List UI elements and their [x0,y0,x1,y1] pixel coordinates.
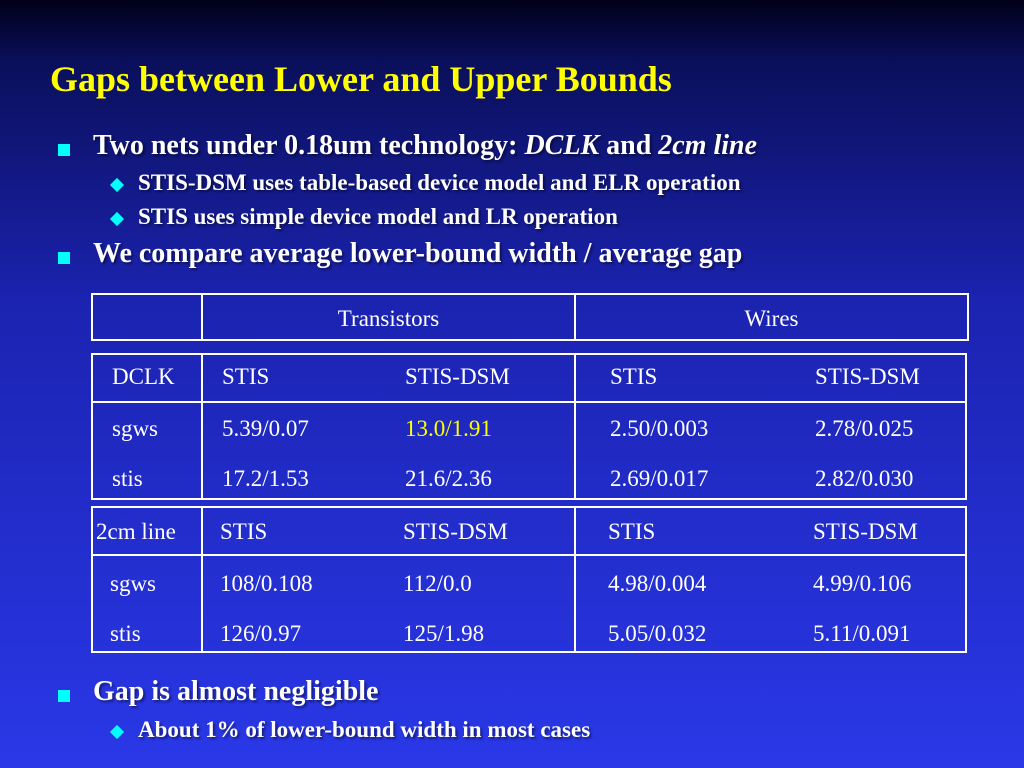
dclk-row-name: stis [112,466,143,491]
dclk-cell: 21.6/2.36 [405,466,492,491]
square-bullet-icon [58,144,70,156]
diamond-bullet-icon [109,211,125,227]
line-col-header: STIS [608,519,656,544]
line-row-name: stis [110,621,141,646]
line-cell: 5.05/0.032 [608,621,707,646]
dclk-cell: 5.39/0.07 [222,416,309,441]
bullet-two-nets-text: Two nets under 0.18um technology: [93,130,525,161]
slide-title: Gaps between Lower and Upper Bounds [50,59,672,99]
dclk-row-name: sgws [112,416,159,441]
dclk-cell: 17.2/1.53 [222,466,309,491]
header-wires: Wires [744,306,799,331]
line-cell: 112/0.0 [403,571,472,596]
line-cell: 5.11/0.091 [813,621,911,646]
dclk-col-header: STIS [222,364,270,389]
dclk-cell: 2.78/0.025 [815,416,914,441]
line-table [91,506,967,653]
sub-bullet-about: About 1% of lower-bound width in most ca… [138,717,591,742]
diamond-bullet-icon [109,177,125,193]
header-divider [201,293,203,341]
line-label: 2cm line [96,519,176,544]
dclk-cell: 2.50/0.003 [610,416,709,441]
line-col-header: STIS [220,519,268,544]
square-bullet-icon [58,690,70,702]
bullet-gap: Gap is almost negligible [93,676,379,707]
dclk-col-header: STIS [610,364,658,389]
line-cell: 4.99/0.106 [813,571,912,596]
bullet-and-text: and [599,130,659,161]
line-row-name: sgws [110,571,157,596]
square-bullet-icon [58,252,70,264]
line-cell: 4.98/0.004 [608,571,707,596]
dclk-divider [201,353,203,500]
bullet-two-nets: Two nets under 0.18um technology: DCLK a… [93,130,757,162]
dclk-emphasis: DCLK [524,130,600,161]
line-divider [201,506,203,653]
line-col-header: STIS-DSM [813,519,918,544]
diamond-bullet-icon [109,724,125,740]
line-cell: 108/0.108 [220,571,313,596]
dclk-table [91,353,967,500]
line-divider [574,506,576,653]
header-divider [574,293,576,341]
line-cell: 125/1.98 [403,621,485,646]
dclk-cell: 2.82/0.030 [815,466,914,491]
dclk-row-divider [91,401,967,403]
dclk-label: DCLK [112,364,175,389]
line-cell: 126/0.97 [220,621,302,646]
header-table [91,293,969,341]
dclk-col-header: STIS-DSM [815,364,920,389]
sub-bullet-stis-dsm: STIS-DSM uses table-based device model a… [138,170,741,195]
dclk-divider [574,353,576,500]
line-col-header: STIS-DSM [403,519,508,544]
header-transistors: Transistors [337,306,440,331]
line-row-divider [91,554,967,556]
dclk-col-header: STIS-DSM [405,364,510,389]
line-emphasis: 2cm line [658,130,758,161]
sub-bullet-stis: STIS uses simple device model and LR ope… [138,204,618,229]
dclk-cell-highlight: 13.0/1.91 [405,416,492,441]
dclk-cell: 2.69/0.017 [610,466,709,491]
bullet-compare: We compare average lower-bound width / a… [93,238,743,269]
